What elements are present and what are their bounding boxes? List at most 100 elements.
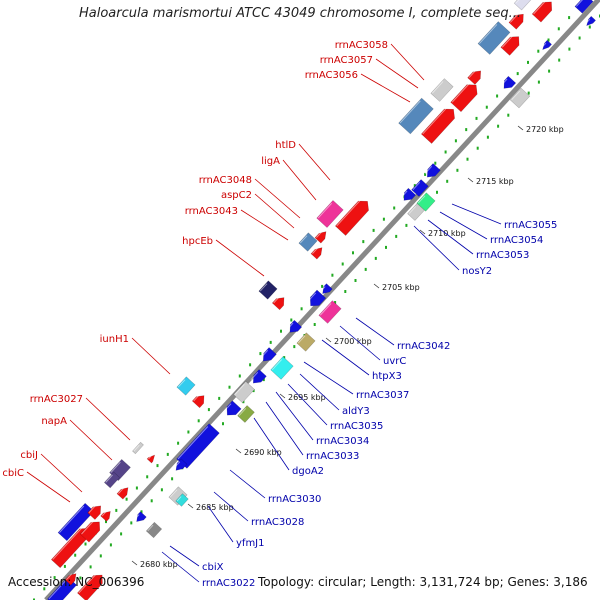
reverse-gene[interactable] [411,179,429,197]
track-dot [558,58,561,62]
forward-gene-label[interactable]: cbiC [2,468,24,479]
forward-gene[interactable] [103,471,121,489]
forward-gene[interactable] [513,0,535,11]
forward-gene-label[interactable]: rrnAC3057 [320,55,373,66]
forward-gene[interactable] [467,67,485,85]
forward-gene[interactable] [334,197,372,236]
reverse-gene-label[interactable]: nosY2 [462,266,492,277]
reverse-gene[interactable] [270,356,294,380]
reverse-gene-label[interactable]: rrnAC3037 [356,390,409,401]
leader-line [427,219,474,255]
forward-gene-label[interactable]: rrnAC3027 [30,394,83,405]
reverse-gene-label[interactable]: aldY3 [342,406,370,417]
reverse-gene-label[interactable]: yfmJ1 [236,538,265,549]
reverse-gene[interactable] [306,289,327,310]
reverse-gene[interactable] [173,458,188,473]
reverse-gene-label[interactable]: rrnAC3054 [490,235,543,246]
tick-mark [325,337,332,343]
reverse-gene[interactable] [407,203,425,221]
forward-gene[interactable] [191,392,207,409]
forward-gene[interactable] [132,441,144,455]
forward-gene[interactable] [316,200,344,228]
forward-gene-label[interactable]: rrnAC3043 [185,206,238,217]
track-dot [547,38,550,42]
reverse-gene[interactable] [584,15,596,27]
forward-gene[interactable] [100,509,114,522]
forward-gene[interactable] [420,105,458,144]
forward-gene[interactable] [508,11,527,30]
forward-gene-label[interactable]: rrnAC3056 [305,70,358,81]
reverse-gene[interactable] [250,369,267,386]
forward-gene[interactable] [258,280,278,300]
forward-gene-label[interactable]: hpcEb [182,236,213,247]
track-dot [475,116,478,120]
reverse-gene-label[interactable]: rrnAC3042 [397,341,450,352]
reverse-gene[interactable] [574,0,594,14]
rrna-gene[interactable] [477,21,511,55]
forward-gene-label[interactable]: rrnAC3058 [335,40,388,51]
leader-line [240,209,289,241]
track-dot [374,256,377,260]
forward-gene[interactable] [271,294,287,311]
reverse-gene[interactable] [424,163,441,180]
reverse-gene-label[interactable]: rrnAC3028 [251,517,304,528]
reverse-gene[interactable] [168,486,188,506]
forward-gene[interactable] [450,80,482,113]
reverse-gene-label[interactable]: htpX3 [372,371,402,382]
reverse-gene[interactable] [296,332,316,352]
reverse-gene[interactable] [320,283,333,297]
reverse-gene[interactable] [500,75,517,92]
forward-gene-label[interactable]: aspC2 [221,190,252,201]
reverse-gene-label[interactable]: rrnAC3034 [316,436,369,447]
forward-gene[interactable] [314,229,329,244]
reverse-gene-label[interactable]: rrnAC3035 [330,421,383,432]
forward-gene[interactable] [79,518,104,543]
forward-gene-label[interactable]: htlD [275,140,296,151]
reverse-gene[interactable] [260,347,277,364]
forward-gene-label[interactable]: ligA [261,156,280,167]
reverse-gene-label[interactable]: dgoA2 [292,466,324,477]
forward-gene-label[interactable]: cbiJ [20,450,38,461]
scale-tick-label: 2680 kbp [140,560,178,569]
scale-tick-label: 2695 kbp [288,393,326,402]
track-dot [242,400,245,404]
reverse-gene-label[interactable]: rrnAC3022 [202,578,255,589]
track-dot [300,307,303,311]
forward-gene[interactable] [176,376,196,396]
track-dot [290,318,293,322]
forward-gene[interactable] [146,453,157,464]
track-dot [334,301,337,304]
reverse-gene[interactable] [509,87,531,109]
forward-gene[interactable] [430,78,454,102]
forward-gene-label[interactable]: iunH1 [100,334,129,345]
forward-gene[interactable] [87,502,105,520]
reverse-gene-label[interactable]: rrnAC3055 [504,220,557,231]
reverse-gene[interactable] [400,187,417,204]
reverse-gene[interactable] [286,319,303,336]
forward-gene-label[interactable]: rrnAC3048 [199,175,252,186]
rrna-gene[interactable] [398,97,434,135]
forward-gene[interactable] [310,245,325,260]
reverse-gene[interactable] [318,300,342,324]
reverse-gene[interactable] [145,521,163,539]
reverse-gene-label[interactable]: cbiX [202,562,224,573]
reverse-gene[interactable] [223,400,242,419]
reverse-gene-label[interactable]: rrnAC3033 [306,451,359,462]
gene-labels: rrnAC3058 rrnAC3057 rrnAC3056 htlD ligA rrnAC… [2,40,557,589]
forward-gene[interactable] [500,33,523,56]
forward-gene[interactable] [116,485,131,500]
reverse-gene-label[interactable]: uvrC [383,356,406,367]
reverse-gene-label[interactable]: rrnAC3030 [268,494,321,505]
reverse-gene-label[interactable]: rrnAC3053 [476,250,529,261]
forward-gene-label[interactable]: napA [41,416,67,427]
reverse-gene[interactable] [540,39,552,51]
reverse-gene[interactable] [233,380,255,404]
reverse-gene[interactable] [134,511,147,525]
forward-gene[interactable] [531,0,556,23]
reverse-gene[interactable] [416,192,436,212]
reverse-gene[interactable] [237,405,255,423]
rrna-gene[interactable] [298,232,318,252]
forward-gene[interactable] [64,571,79,586]
reverse-gene[interactable] [175,493,189,507]
